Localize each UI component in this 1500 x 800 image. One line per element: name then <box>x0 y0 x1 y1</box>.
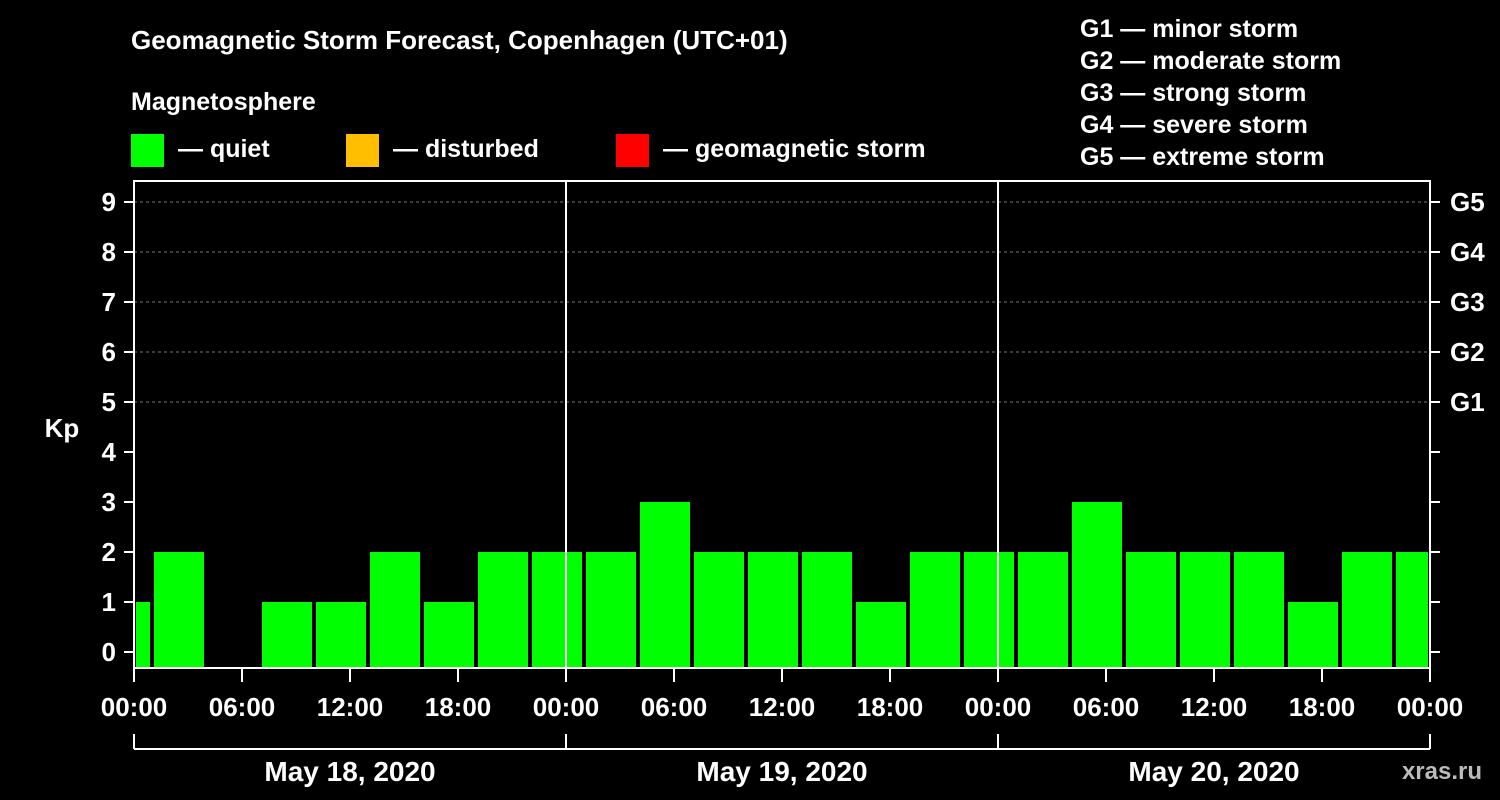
scale-g1: G1 — minor storm <box>1080 15 1298 43</box>
kp-bar <box>1342 552 1392 668</box>
x-tick-label: 06:00 <box>641 692 708 722</box>
kp-bar <box>370 552 420 668</box>
legend: — quiet — disturbed — geomagnetic storm <box>131 134 926 167</box>
kp-bar <box>856 602 906 668</box>
legend-swatch-disturbed <box>346 134 379 167</box>
date-label: May 20, 2020 <box>1128 756 1299 787</box>
kp-bar <box>586 552 636 668</box>
x-tick-label: 12:00 <box>317 692 384 722</box>
x-tick-label: 06:00 <box>209 692 276 722</box>
y-tick-label: 6 <box>102 337 116 367</box>
x-tick-label: 00:00 <box>965 692 1032 722</box>
kp-bar <box>154 552 204 668</box>
g-level-label: G3 <box>1450 287 1485 317</box>
legend-label-storm: — geomagnetic storm <box>663 135 926 163</box>
kp-bar <box>1126 552 1176 668</box>
kp-bar <box>1180 552 1230 668</box>
legend-label-quiet: — quiet <box>178 135 270 163</box>
scale-g3: G3 — strong storm <box>1080 79 1306 107</box>
kp-bar <box>262 602 312 668</box>
legend-swatch-quiet <box>131 134 164 167</box>
kp-bar <box>1396 552 1428 668</box>
g-level-label: G2 <box>1450 337 1485 367</box>
y-tick-label: 2 <box>102 537 116 567</box>
scale-g5: G5 — extreme storm <box>1080 143 1325 171</box>
kp-bar <box>1288 602 1338 668</box>
y-tick-label: 7 <box>102 287 116 317</box>
g-level-label: G4 <box>1450 237 1485 267</box>
y-tick-label: 0 <box>102 637 116 667</box>
y-axis-label: Kp <box>45 413 80 443</box>
storm-scale: G1 — minor storm G2 — moderate storm G3 … <box>1080 15 1341 171</box>
date-axis: May 18, 2020 May 19, 2020 May 20, 2020 <box>133 734 1431 787</box>
x-tick-label: 00:00 <box>1397 692 1464 722</box>
kp-bar <box>640 502 690 668</box>
y-tick-label: 1 <box>102 587 116 617</box>
kp-bar <box>802 552 852 668</box>
x-axis-ticks: 00:00 06:00 12:00 18:00 00:00 06:00 12:00 18:00… <box>101 668 1464 722</box>
x-tick-label: 06:00 <box>1073 692 1140 722</box>
chart-title: Geomagnetic Storm Forecast, Copenhagen (… <box>131 25 788 55</box>
y-tick-label: 3 <box>102 487 116 517</box>
kp-bar <box>424 602 474 668</box>
y-tick-label: 8 <box>102 237 116 267</box>
kp-bar <box>1234 552 1284 668</box>
y-tick-label: 4 <box>102 437 117 467</box>
x-tick-label: 18:00 <box>425 692 492 722</box>
kp-bar <box>532 552 582 668</box>
x-tick-label: 00:00 <box>533 692 600 722</box>
kp-bar <box>1018 552 1068 668</box>
y-tick-label: 5 <box>102 387 116 417</box>
right-axis-ticks: G1 G2 G3 G4 G5 <box>1430 187 1485 653</box>
kp-bar <box>478 552 528 668</box>
g-level-label: G5 <box>1450 187 1485 217</box>
g-level-label: G1 <box>1450 387 1485 417</box>
x-tick-label: 00:00 <box>101 692 168 722</box>
watermark: xras.ru <box>1402 758 1482 785</box>
scale-g4: G4 — severe storm <box>1080 111 1308 139</box>
kp-bar <box>964 552 1014 668</box>
y-axis-ticks: 0 1 2 3 4 5 6 7 8 9 <box>102 187 134 667</box>
legend-swatch-storm <box>616 134 649 167</box>
legend-title: Magnetosphere <box>131 88 316 116</box>
grid-lines <box>134 201 1430 403</box>
kp-bar <box>136 602 150 668</box>
x-tick-label: 12:00 <box>1181 692 1248 722</box>
kp-bar <box>910 552 960 668</box>
kp-bar <box>748 552 798 668</box>
kp-bar <box>316 602 366 668</box>
kp-bar <box>694 552 744 668</box>
date-label: May 19, 2020 <box>696 756 867 787</box>
legend-label-disturbed: — disturbed <box>393 135 539 163</box>
kp-bar <box>1072 502 1122 668</box>
date-label: May 18, 2020 <box>264 756 435 787</box>
y-tick-label: 9 <box>102 187 116 217</box>
kp-bars <box>136 502 1428 668</box>
x-tick-label: 12:00 <box>749 692 816 722</box>
x-tick-label: 18:00 <box>857 692 924 722</box>
x-tick-label: 18:00 <box>1289 692 1356 722</box>
scale-g2: G2 — moderate storm <box>1080 47 1341 75</box>
